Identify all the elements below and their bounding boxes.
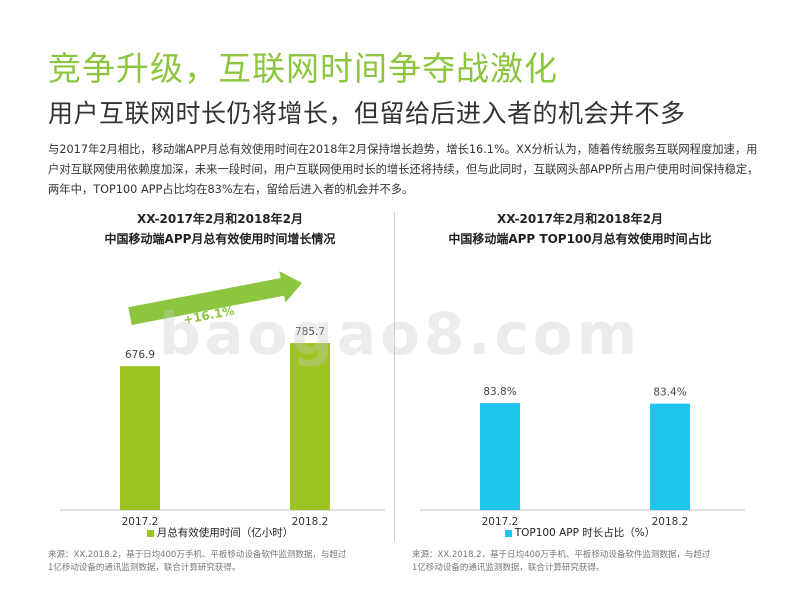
right-legend-swatch [504, 529, 512, 537]
right-bar-2018.2 [650, 403, 690, 510]
left-chart-title-line1: XX-2017年2月和2018年2月 [136, 212, 303, 226]
right-legend-label: TOP100 APP 时长占比（%） [514, 527, 656, 539]
panel-divider [394, 212, 395, 542]
left-data-label-2017.2: 676.9 [125, 349, 155, 361]
body-paragraph: 与2017年2月相比，移动端APP月总有效使用时间在2018年2月保持增长趋势，… [48, 143, 759, 196]
right-data-label-2018.2: 83.4% [653, 387, 686, 399]
left-chart-panel: XX-2017年2月和2018年2月 中国移动端APP月总有效使用时间增长情况 … [40, 200, 400, 545]
left-chart-title-line2: 中国移动端APP月总有效使用时间增长情况 [104, 232, 336, 246]
page-title: 竞争升级，互联网时间争夺战激化 [48, 49, 558, 88]
left-bar-2018.2 [290, 343, 330, 510]
left-chart-legend: 月总有效使用时间（亿小时） [40, 525, 400, 540]
right-tick-2018.2: 2018.2 [652, 516, 689, 528]
right-chart-title-line2: 中国移动端APP TOP100月总有效使用时间占比 [448, 232, 712, 246]
right-source-note: 来源：XX.2018.2，基于日均400万手机、平板移动设备软件监测数据，与超过… [412, 550, 711, 573]
left-source-note: 来源：XX.2018.2，基于日均400万手机、平板移动设备软件监测数据，与超过… [48, 550, 347, 573]
right-chart-svg: 83.8% 2017.2 83.4% 2018.2 [420, 386, 745, 528]
page-subtitle: 用户互联网时长仍将增长，但留给后进入者的机会并不多 [48, 99, 686, 128]
left-legend-label: 月总有效使用时间（亿小时） [156, 527, 294, 539]
right-chart-title-line1: XX-2017年2月和2018年2月 [496, 212, 663, 226]
left-tick-2017.2: 2017.2 [122, 516, 159, 528]
right-tick-2017.2: 2017.2 [482, 516, 519, 528]
right-chart-panel: XX-2017年2月和2018年2月 中国移动端APP TOP100月总有效使用… [400, 200, 760, 545]
left-data-label-2018.2: 785.7 [295, 326, 325, 338]
left-legend-swatch [146, 529, 154, 537]
left-bar-2017.2 [120, 366, 160, 510]
left-tick-2018.2: 2018.2 [292, 516, 329, 528]
right-bar-2017.2 [480, 403, 520, 510]
right-data-label-2017.2: 83.8% [483, 386, 516, 398]
right-chart-legend: TOP100 APP 时长占比（%） [400, 525, 760, 540]
growth-arrow [128, 271, 302, 325]
